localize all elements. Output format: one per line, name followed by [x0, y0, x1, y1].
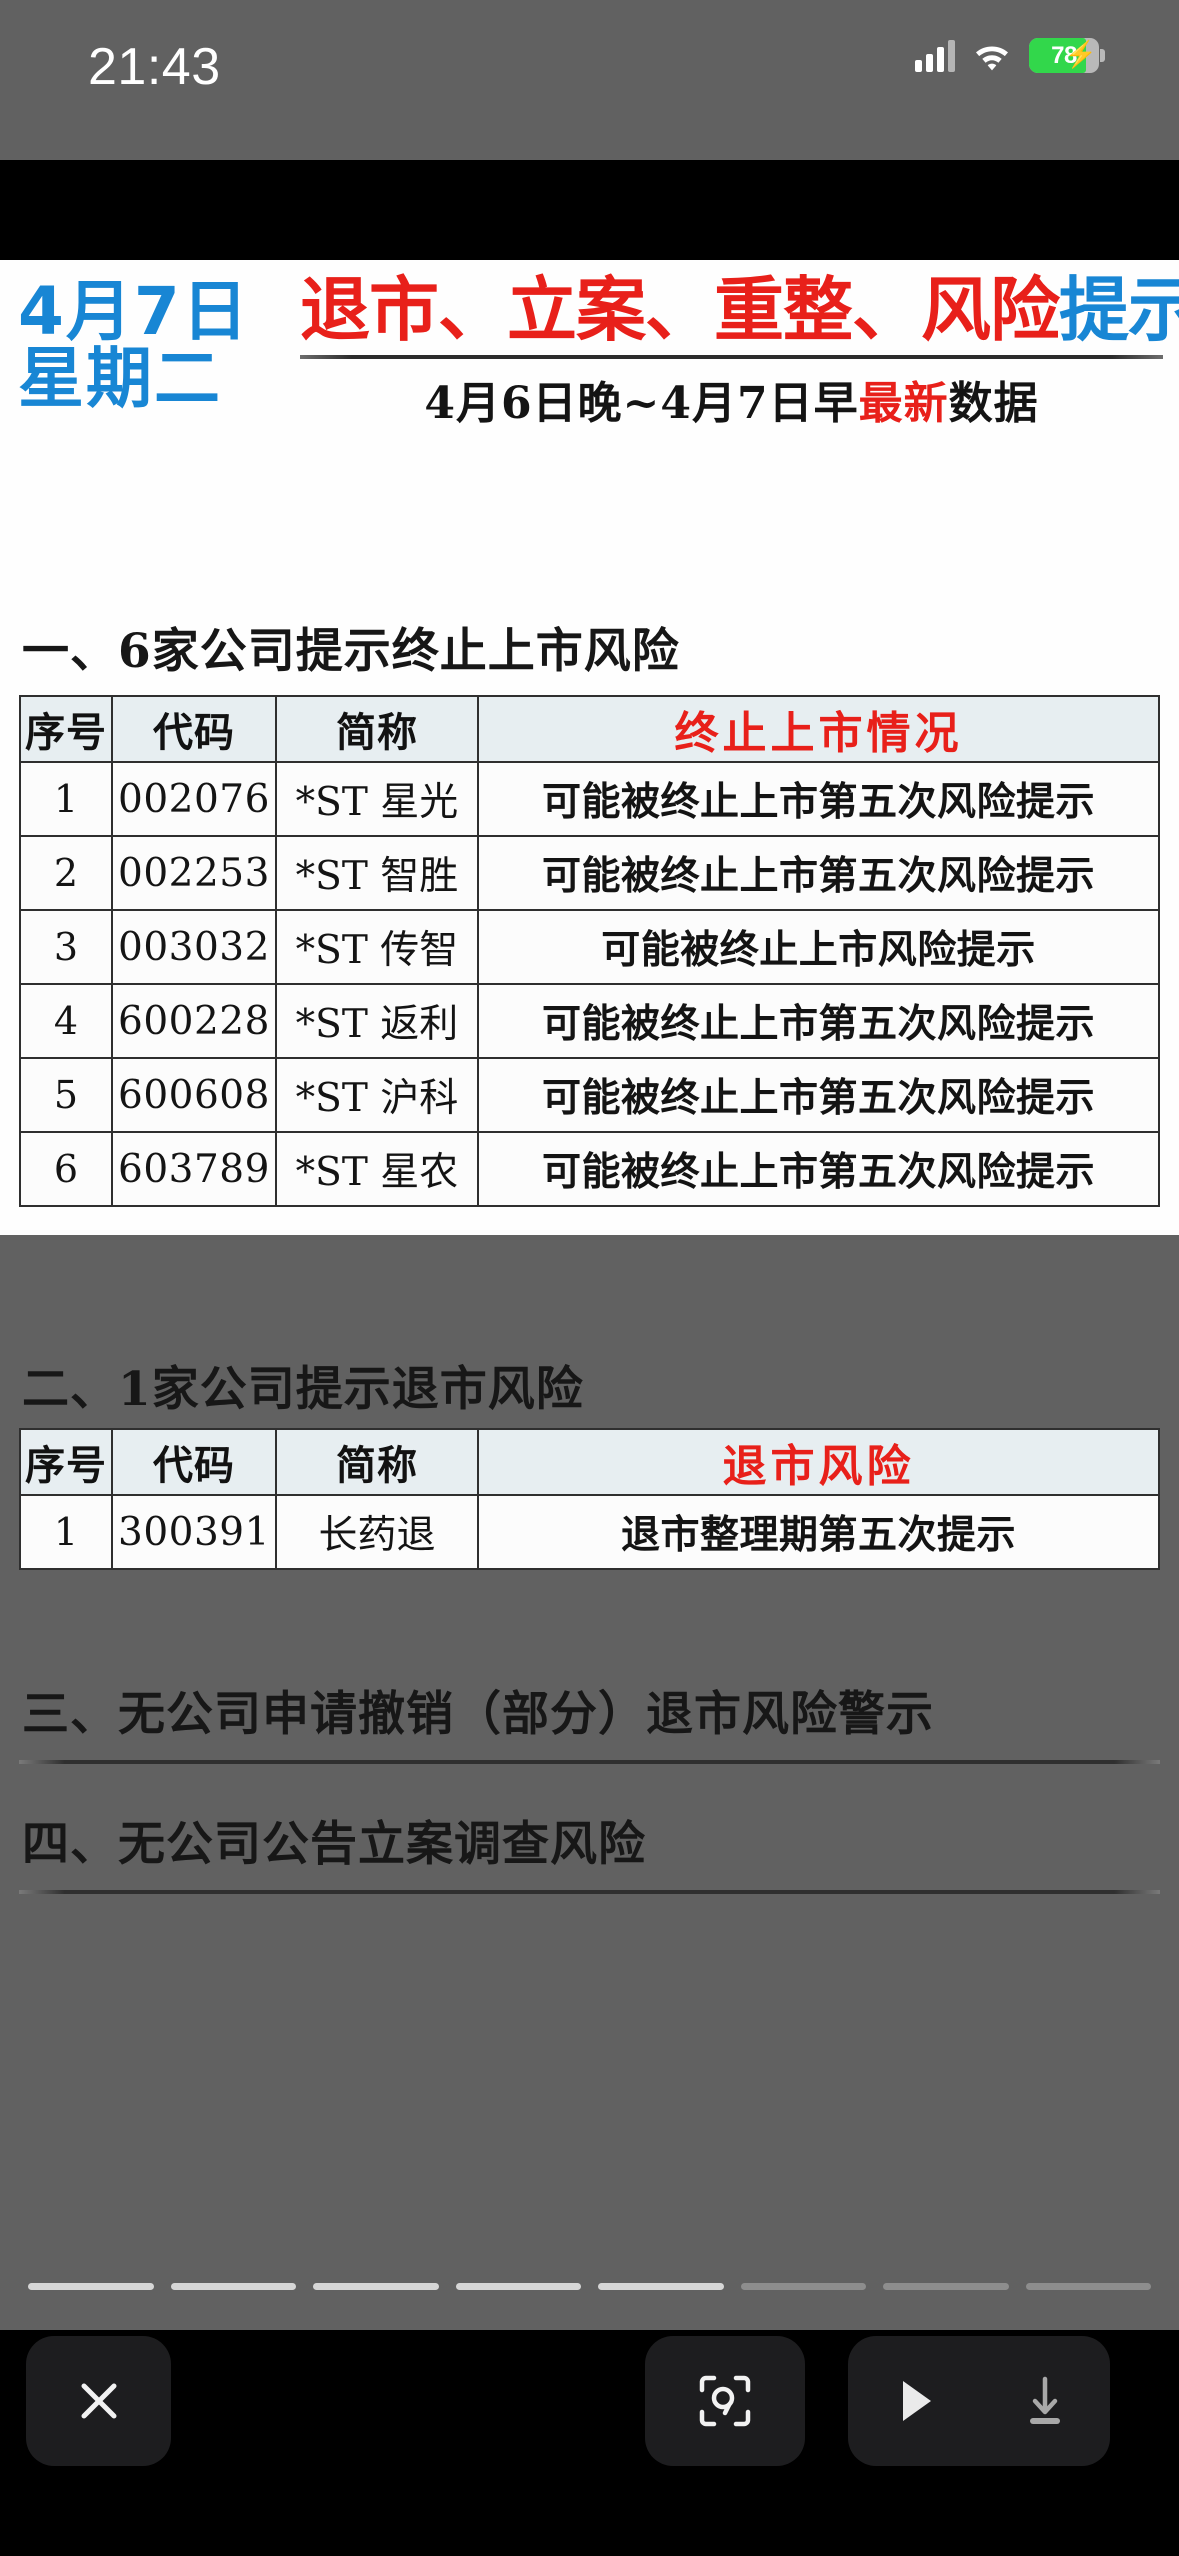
visual-lookup-button[interactable] — [645, 2336, 805, 2466]
document-title: 退市、立案、重整、风险提示 — [300, 269, 1179, 351]
document-subtitle: 4月6日晚~4月7日早最新数据 — [300, 367, 1163, 431]
table-row: 5 600608 *ST 沪科 可能被终止上市第五次风险提示 — [19, 1057, 1160, 1133]
close-button[interactable] — [26, 2336, 171, 2466]
wifi-icon — [972, 40, 1012, 72]
cell-code: 002076 — [111, 761, 277, 837]
subtitle-range: 4月6日晚~4月7日早 — [424, 377, 859, 429]
cell-code: 603789 — [111, 1131, 277, 1207]
column-header-code: 代码 — [111, 1428, 277, 1496]
cellular-signal-icon — [915, 39, 955, 72]
column-header-code: 代码 — [111, 695, 277, 763]
document-title-red: 退市、立案、重整、风险 — [300, 269, 1060, 351]
cell-code: 300391 — [111, 1494, 277, 1570]
cell-abbr: *ST 星光 — [275, 761, 479, 837]
cell-no: 1 — [19, 761, 113, 837]
cell-note: 可能被终止上市第五次风险提示 — [477, 1131, 1160, 1207]
column-header-status: 终止上市情况 — [477, 695, 1160, 763]
play-button[interactable] — [885, 2372, 943, 2430]
section-3: 三、无公司申请撤销（部分）退市风险警示 — [0, 1675, 1179, 1764]
cell-note: 可能被终止上市第五次风险提示 — [477, 1057, 1160, 1133]
status-bar-indicators: 78 ⚡ — [915, 38, 1105, 73]
cell-abbr: *ST 传智 — [275, 909, 479, 985]
cell-code: 600608 — [111, 1057, 277, 1133]
media-actions-group — [848, 2336, 1110, 2466]
cell-note: 可能被终止上市第五次风险提示 — [477, 761, 1160, 837]
cell-note: 可能被终止上市第五次风险提示 — [477, 835, 1160, 911]
table-row: 2 002253 *ST 智胜 可能被终止上市第五次风险提示 — [19, 835, 1160, 911]
document-image[interactable]: 4月7日 星期二 退市、立案、重整、风险提示 4月6日晚~4月7日早最新数据 一… — [0, 260, 1179, 1894]
cell-no: 2 — [19, 835, 113, 911]
charging-bolt-icon: ⚡ — [1064, 39, 1097, 69]
section-2-heading: 二、1家公司提示退市风险 — [22, 1362, 584, 1417]
title-divider — [300, 354, 1163, 359]
cell-code: 003032 — [111, 909, 277, 985]
battery-percent-label: 78 — [1051, 41, 1077, 69]
scan-lens-icon — [694, 2370, 756, 2432]
cell-note: 退市整理期第五次提示 — [477, 1494, 1160, 1570]
subtitle-suffix: 数据 — [948, 377, 1039, 429]
page-indicator[interactable] — [0, 2283, 1179, 2290]
cell-no: 1 — [19, 1494, 113, 1570]
bottom-toolbar — [0, 2330, 1179, 2556]
cell-code: 600228 — [111, 983, 277, 1059]
status-bar: 21:43 78 ⚡ — [0, 0, 1179, 160]
document-title-blue: 提示 — [1059, 269, 1179, 351]
table-row: 4 600228 *ST 返利 可能被终止上市第五次风险提示 — [19, 983, 1160, 1059]
date-line-1: 4月7日 — [18, 273, 250, 350]
cell-code: 002253 — [111, 835, 277, 911]
section-4-heading: 四、无公司公告立案调查风险 — [22, 1817, 646, 1872]
table-row: 6 603789 *ST 星农 可能被终止上市第五次风险提示 — [19, 1131, 1160, 1207]
cell-abbr: *ST 智胜 — [275, 835, 479, 911]
section-4-divider — [19, 1890, 1160, 1894]
cell-note: 可能被终止上市风险提示 — [477, 909, 1160, 985]
section-1-heading: 一、6家公司提示终止上市风险 — [22, 624, 680, 679]
column-header-no: 序号 — [19, 1428, 113, 1496]
column-header-no: 序号 — [19, 695, 113, 763]
table-row: 3 003032 *ST 传智 可能被终止上市风险提示 — [19, 909, 1160, 985]
table-header-row: 序号 代码 简称 退市风险 — [19, 1428, 1160, 1496]
close-icon — [71, 2373, 127, 2429]
cell-no: 6 — [19, 1131, 113, 1207]
battery-indicator: 78 ⚡ — [1029, 38, 1105, 73]
viewer-background — [0, 1235, 1179, 2330]
section-1-table-wrap: 序号 代码 简称 终止上市情况 1 002076 *ST 星光 可能被终止上市第… — [0, 695, 1179, 1207]
document-header: 4月7日 星期二 退市、立案、重整、风险提示 4月6日晚~4月7日早最新数据 — [0, 260, 1179, 475]
title-block: 退市、立案、重整、风险提示 4月6日晚~4月7日早最新数据 — [300, 269, 1179, 431]
table-row: 1 002076 *ST 星光 可能被终止上市第五次风险提示 — [19, 761, 1160, 837]
section-3-heading: 三、无公司申请撤销（部分）退市风险警示 — [22, 1687, 934, 1742]
section-2-table-wrap: 序号 代码 简称 退市风险 1 300391 长药退 退市整理期第五次提示 — [0, 1428, 1179, 1570]
date-block: 4月7日 星期二 — [18, 278, 303, 413]
table-row: 1 300391 长药退 退市整理期第五次提示 — [19, 1494, 1160, 1570]
status-bar-clock: 21:43 — [88, 38, 221, 96]
cell-no: 3 — [19, 909, 113, 985]
column-header-abbr: 简称 — [275, 1428, 479, 1496]
column-header-abbr: 简称 — [275, 695, 479, 763]
date-line-2: 星期二 — [18, 340, 222, 418]
cell-note: 可能被终止上市第五次风险提示 — [477, 983, 1160, 1059]
column-header-risk: 退市风险 — [477, 1428, 1160, 1496]
table-header-row: 序号 代码 简称 终止上市情况 — [19, 695, 1160, 763]
cell-no: 5 — [19, 1057, 113, 1133]
download-button[interactable] — [1016, 2372, 1074, 2430]
cell-abbr: *ST 返利 — [275, 983, 479, 1059]
subtitle-highlight: 最新 — [858, 377, 949, 429]
cell-abbr: 长药退 — [275, 1494, 479, 1570]
section-3-divider — [19, 1760, 1160, 1764]
delisting-risk-table: 序号 代码 简称 终止上市情况 1 002076 *ST 星光 可能被终止上市第… — [19, 695, 1160, 1207]
section-4: 四、无公司公告立案调查风险 — [0, 1805, 1179, 1894]
cell-abbr: *ST 星农 — [275, 1131, 479, 1207]
cell-no: 4 — [19, 983, 113, 1059]
delisting-warning-table: 序号 代码 简称 退市风险 1 300391 长药退 退市整理期第五次提示 — [19, 1428, 1160, 1570]
cell-abbr: *ST 沪科 — [275, 1057, 479, 1133]
